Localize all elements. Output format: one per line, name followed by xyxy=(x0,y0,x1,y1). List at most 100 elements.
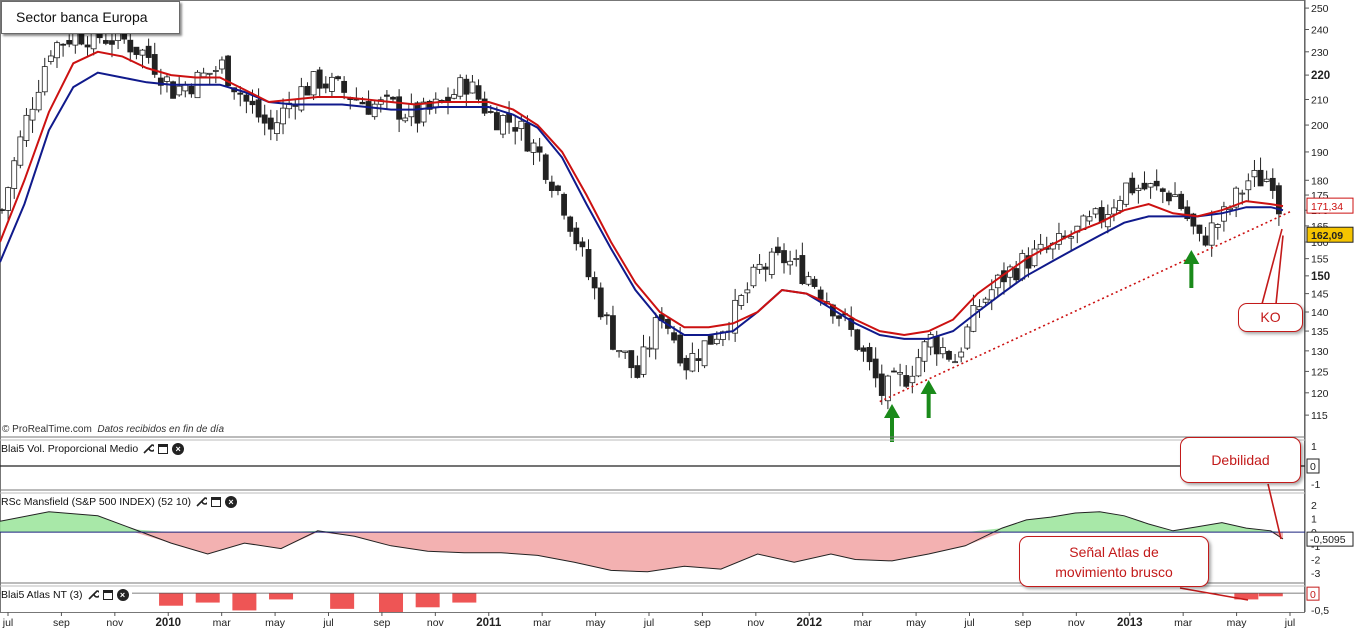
last-price-label: 162,09 xyxy=(1311,230,1343,242)
candle-body xyxy=(909,375,916,384)
candle-body xyxy=(1178,193,1185,209)
candle-body xyxy=(573,227,580,245)
candle-body xyxy=(145,45,152,58)
rsc-panel-label: RSc Mansfield (S&P 500 INDEX) (52 10) xyxy=(1,496,192,508)
source-note: Datos recibidos en fin de día xyxy=(97,424,225,435)
y-tick-label: 150 xyxy=(1311,271,1330,283)
close-icon[interactable]: × xyxy=(116,589,129,601)
ma-slow-line xyxy=(0,71,1284,340)
candle-body xyxy=(396,96,403,120)
candle-body xyxy=(1037,243,1044,250)
candle-body xyxy=(946,350,952,360)
vol-panel-header: Blai5 Vol. Proporcional Medio × xyxy=(1,441,188,457)
rsc-value-box xyxy=(1306,531,1354,547)
candle-body xyxy=(41,66,48,93)
candle-body xyxy=(1019,253,1026,280)
candle-body xyxy=(206,72,213,75)
vol-panel-label: Blai5 Vol. Proporcional Medio xyxy=(1,443,139,455)
vol-tick-label: 1 xyxy=(1311,441,1317,453)
candle-body xyxy=(787,260,794,266)
candle-body xyxy=(164,76,170,82)
ko-callout: KO xyxy=(1238,303,1303,332)
wrench-icon[interactable] xyxy=(87,589,101,601)
ma-fast-line xyxy=(0,50,1284,337)
candle-body xyxy=(255,99,262,118)
atlas-bar xyxy=(195,593,220,603)
x-tick-label: nov xyxy=(1068,617,1086,628)
candle-body xyxy=(451,94,458,99)
y-tick-label: 190 xyxy=(1311,147,1329,159)
candle-body xyxy=(891,370,897,373)
window-icon[interactable] xyxy=(102,590,113,600)
candle-body xyxy=(921,341,928,362)
candle-body xyxy=(689,353,696,372)
candle-body xyxy=(585,249,592,278)
candle-body xyxy=(383,94,390,97)
candle-body xyxy=(640,346,647,375)
window-icon[interactable] xyxy=(158,444,169,454)
candle-body xyxy=(1202,235,1209,246)
x-tick-label: nov xyxy=(427,617,445,628)
candles xyxy=(0,14,1282,410)
last-price-box xyxy=(1306,226,1354,243)
data-source: © ProRealTime.com Datos recibidos en fin… xyxy=(2,424,224,435)
y-tick-label: 180 xyxy=(1311,175,1329,187)
candle-body xyxy=(713,338,720,345)
x-tick-label: 2013 xyxy=(1117,617,1143,628)
candle-body xyxy=(402,117,409,122)
candle-body xyxy=(66,40,73,45)
candle-body xyxy=(60,43,66,46)
atlas-bar xyxy=(415,593,440,608)
candle-body xyxy=(701,340,708,367)
candle-body xyxy=(500,115,506,135)
y-tick-label: 130 xyxy=(1311,346,1329,358)
candle-body xyxy=(597,287,604,318)
candle-body xyxy=(591,277,598,289)
atlas-bar xyxy=(379,593,404,612)
wrench-icon[interactable] xyxy=(195,496,209,508)
close-icon[interactable]: × xyxy=(172,443,185,455)
candle-body xyxy=(646,347,653,350)
candle-body xyxy=(1123,182,1130,205)
candle-body xyxy=(1269,177,1276,191)
window-icon[interactable] xyxy=(211,497,222,507)
atlas-panel-label: Blai5 Atlas NT (3) xyxy=(1,589,83,601)
candle-body xyxy=(29,108,36,121)
wrench-icon[interactable] xyxy=(142,443,156,455)
candle-body xyxy=(622,350,629,353)
chart-title: Sector banca Europa xyxy=(1,1,180,34)
close-icon[interactable]: × xyxy=(225,496,238,508)
candle-body xyxy=(35,91,42,111)
rsc-negative-area xyxy=(0,532,1283,572)
candle-body xyxy=(390,96,396,100)
candle-body xyxy=(805,276,812,285)
x-tick-label: mar xyxy=(854,617,873,628)
candle-body xyxy=(536,146,543,153)
candle-body xyxy=(897,372,903,375)
candle-body xyxy=(1172,194,1178,198)
candle-body xyxy=(212,70,219,72)
candle-body xyxy=(274,122,280,135)
candle-body xyxy=(54,42,60,59)
candle-body xyxy=(652,317,659,350)
candle-body xyxy=(964,326,971,349)
candle-body xyxy=(200,72,207,78)
y-tick-label: 240 xyxy=(1311,24,1329,36)
candle-body xyxy=(603,314,610,317)
candle-body xyxy=(1184,206,1191,220)
rsc-tick-label: -1 xyxy=(1311,541,1320,553)
x-tick-label: jul xyxy=(643,617,655,628)
candle-body xyxy=(335,76,341,80)
candle-body xyxy=(84,44,91,48)
candle-body xyxy=(261,114,268,124)
candle-body xyxy=(1214,224,1221,228)
candle-body xyxy=(188,85,195,95)
candle-body xyxy=(1013,268,1020,281)
y-tick-label: 145 xyxy=(1311,289,1329,301)
x-tick-label: sep xyxy=(1014,617,1031,628)
arrow-head xyxy=(883,404,900,418)
candle-body xyxy=(1153,180,1160,187)
x-tick-label: nov xyxy=(106,617,124,628)
candle-body xyxy=(182,84,189,92)
candle-body xyxy=(1245,180,1252,191)
